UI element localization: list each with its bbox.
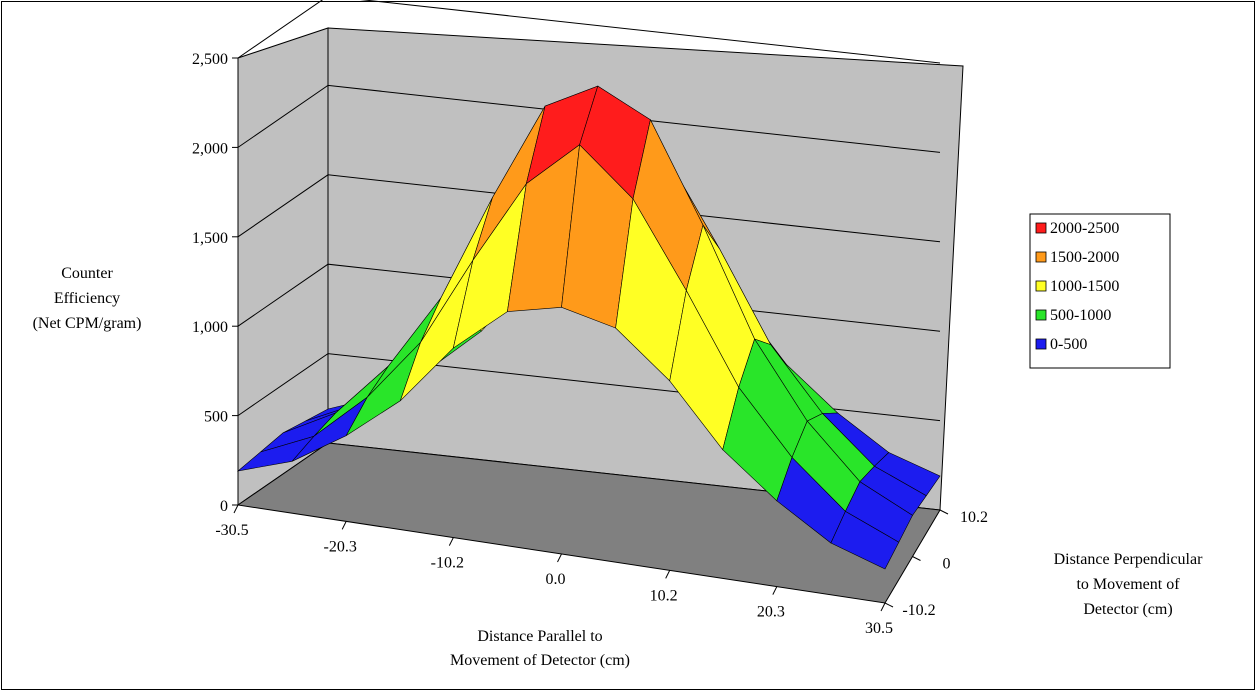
y-tick-label: 10.2 <box>960 509 988 526</box>
gridline <box>237 174 941 243</box>
axes: 2,500 2,000 1,500 1,000 500 0 -30.5 -20.3 -10.2 0… <box>192 51 988 637</box>
z-tick-label: 2,000 <box>192 140 228 157</box>
y-axis-label-line: Distance Perpendicular <box>1054 551 1204 568</box>
z-axis-label: Counter Efficiency (Net CPM/gram) <box>33 265 142 332</box>
y-axis-label: Distance Perpendicular to Movement of Dete… <box>1054 551 1204 618</box>
x-tick <box>557 553 562 563</box>
z-tick-label: 0 <box>220 498 228 515</box>
legend: 2000-2500 1500-2000 1000-1500 500-1000 0-500 <box>1029 213 1171 369</box>
x-tick <box>772 586 778 595</box>
y-tick-label: 0 <box>943 556 951 573</box>
y-axis-label-line: Detector (cm) <box>1083 601 1172 618</box>
legend-swatch <box>1035 280 1047 292</box>
x-tick-label: 30.5 <box>865 620 893 637</box>
z-tick-label: 2,500 <box>192 51 228 68</box>
x-tick-label: -10.2 <box>431 555 464 572</box>
y-axis-label-line: to Movement of <box>1076 576 1180 593</box>
legend-label: 0-500 <box>1050 336 1087 353</box>
legend-label: 500-1000 <box>1050 307 1111 324</box>
legend-swatch <box>1035 222 1047 234</box>
z-tick-label: 500 <box>204 409 228 426</box>
y-tick <box>884 602 894 608</box>
x-tick <box>665 570 671 579</box>
x-tick <box>448 537 454 546</box>
surface-mesh <box>236 85 941 570</box>
z-axis-label-line: Efficiency <box>54 290 120 307</box>
x-tick <box>341 521 347 530</box>
z-axis-label-line: (Net CPM/gram) <box>33 315 142 332</box>
z-tick-label: 1,500 <box>192 230 228 247</box>
legend-label: 1500-2000 <box>1050 249 1119 266</box>
x-tick-label: 10.2 <box>650 587 678 604</box>
z-axis-label-line: Counter <box>61 265 113 282</box>
x-tick <box>233 504 239 514</box>
surface-patch <box>830 510 900 570</box>
legend-swatch <box>1035 309 1047 321</box>
y-tick <box>912 556 921 561</box>
y-tick-label: -10.2 <box>902 602 935 619</box>
legend-box <box>1029 213 1171 369</box>
x-axis-label-line: Distance Parallel to <box>477 628 602 645</box>
legend-swatch <box>1035 338 1047 350</box>
x-tick-label: -30.5 <box>215 522 248 539</box>
legend-swatch <box>1035 251 1047 263</box>
x-tick-label: -20.3 <box>324 538 357 555</box>
x-axis-label: Distance Parallel to Movement of Detector… <box>450 628 630 669</box>
legend-label: 1000-1500 <box>1050 278 1119 295</box>
x-tick-label: 20.3 <box>757 604 785 621</box>
z-tick-label: 1,000 <box>192 319 228 336</box>
x-tick-label: 0.0 <box>546 571 566 588</box>
gridline <box>237 84 941 153</box>
x-axis-label-line: Movement of Detector (cm) <box>450 652 630 669</box>
y-tick <box>939 509 949 515</box>
legend-label: 2000-2500 <box>1050 220 1119 237</box>
gridline <box>237 0 941 64</box>
x-tick <box>880 602 886 612</box>
